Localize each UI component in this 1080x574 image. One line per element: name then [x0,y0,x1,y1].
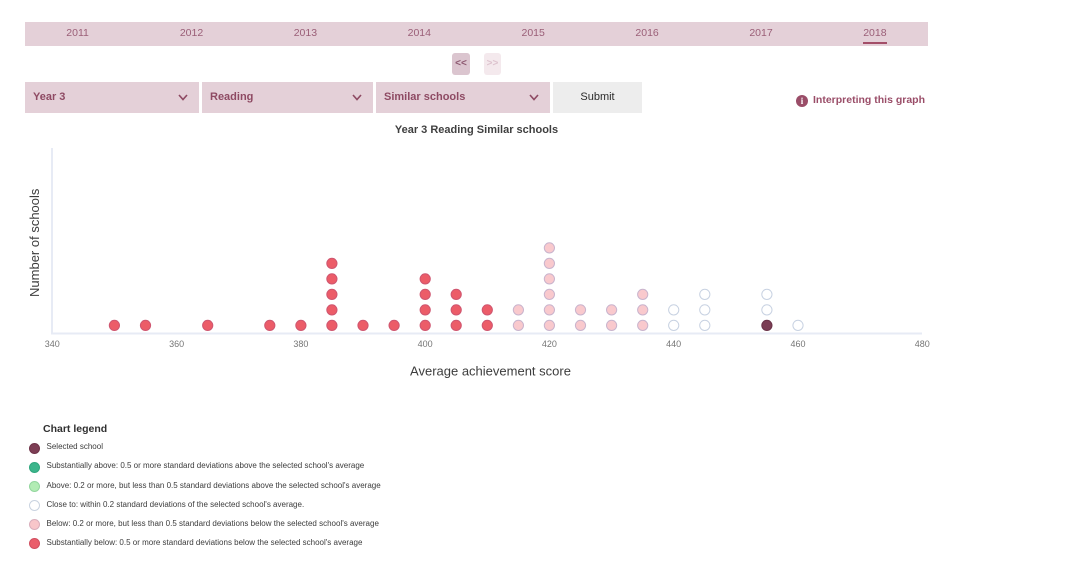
svg-text:460: 460 [790,339,805,349]
svg-text:480: 480 [915,339,930,349]
svg-text:Average achievement score: Average achievement score [410,364,571,379]
svg-text:Number of schools: Number of schools [27,188,42,297]
svg-text:340: 340 [45,339,60,349]
svg-text:400: 400 [418,339,433,349]
svg-text:420: 420 [542,339,557,349]
svg-text:440: 440 [666,339,681,349]
svg-text:360: 360 [169,339,184,349]
svg-text:380: 380 [293,339,308,349]
